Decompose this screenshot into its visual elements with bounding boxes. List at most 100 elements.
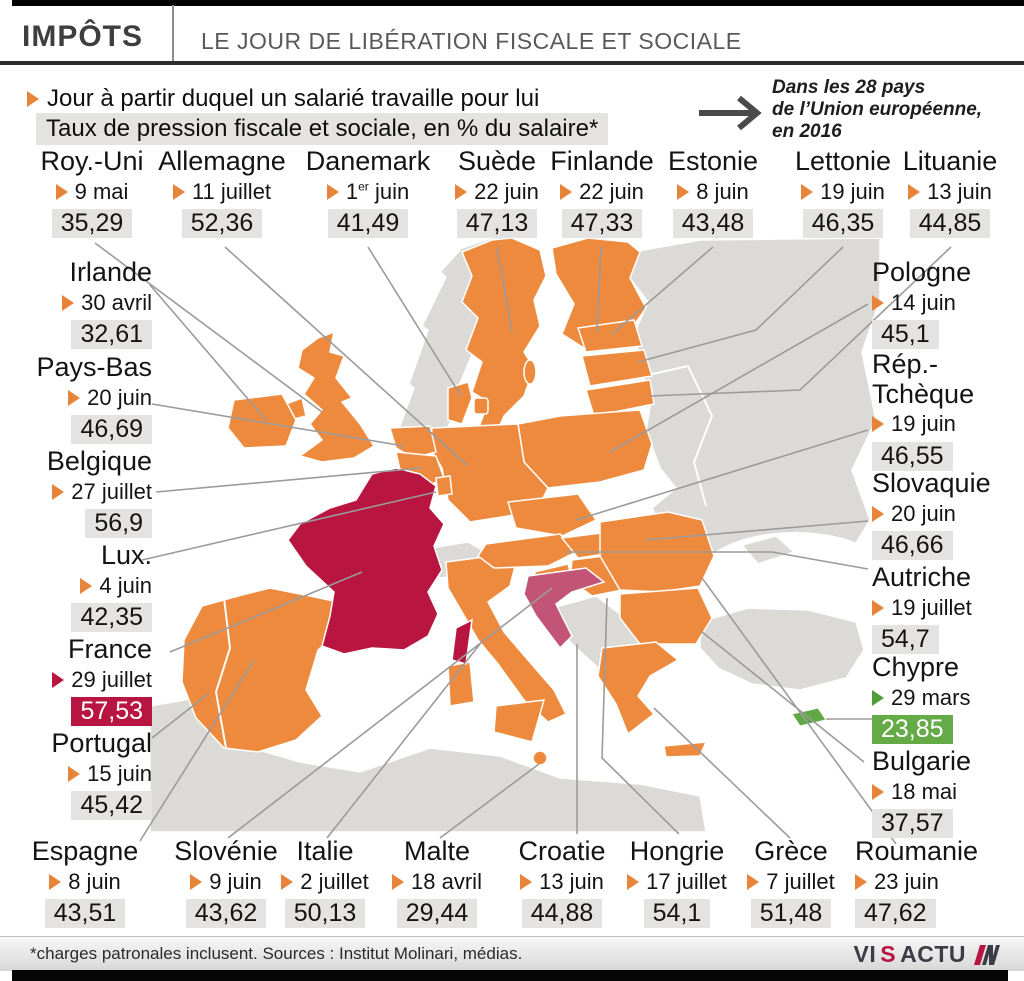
country-value-badge: 46,35 xyxy=(802,208,884,239)
map-non-eu-land xyxy=(149,235,895,833)
map-ireland xyxy=(227,393,297,449)
country-name: Chypre xyxy=(872,652,960,682)
country-date-text: 14 juin xyxy=(891,289,956,315)
country-value-badge: 43,48 xyxy=(672,208,754,239)
country-date-text: 13 juin xyxy=(927,178,992,204)
triangle-right-icon xyxy=(455,183,468,200)
country-date: 19 juin xyxy=(766,179,920,204)
triangle-right-icon xyxy=(281,873,294,890)
map-iberia xyxy=(181,587,345,753)
country-date: 30 avril xyxy=(0,290,152,315)
country-value-badge: 56,9 xyxy=(85,508,152,539)
visactu-logo-mark xyxy=(974,944,1000,965)
country-date: 27 juillet xyxy=(0,478,152,504)
country-label-espagne: Espagne 8 juin 43,51 xyxy=(10,836,160,929)
country-value-badge: 44,85 xyxy=(909,208,991,239)
country-date: 1er juin xyxy=(292,179,444,204)
country-name: Roumanie xyxy=(855,836,979,866)
country-date-text: 20 juin xyxy=(87,384,152,410)
country-date-text: 13 juin xyxy=(539,868,604,894)
country-label-pologne: Pologne 14 juin 45,1 xyxy=(872,257,1024,350)
intro-line1-text: Jour à partir duquel un salarié travaill… xyxy=(47,85,540,112)
map-finland xyxy=(551,237,647,353)
country-label-allemagne: Allemagne 11 juillet 52,36 xyxy=(146,146,298,239)
triangle-right-icon xyxy=(872,689,884,706)
map-crimea xyxy=(740,535,796,565)
country-date-text: 20 juin xyxy=(891,500,956,526)
country-label-rep-tcheque: Rép.- Tchèque 19 juin 46,55 xyxy=(872,349,1024,472)
country-value-badge: 23,85 xyxy=(872,714,953,745)
map-belgium xyxy=(395,451,445,491)
map-crete xyxy=(663,741,708,758)
visactu-logo-text: ACTU xyxy=(900,941,966,967)
country-label-croatie: Croatie 13 juin 44,88 xyxy=(487,836,637,929)
map-north-africa xyxy=(149,697,707,833)
map-greece xyxy=(597,641,680,736)
map-norway xyxy=(395,235,512,437)
country-name: Croatie xyxy=(518,836,606,866)
map-slovenia xyxy=(532,563,575,589)
header-rule xyxy=(0,61,1024,65)
map-uk xyxy=(297,330,376,463)
country-value-badge: 45,1 xyxy=(872,319,939,350)
country-date: 9 mai xyxy=(17,179,167,204)
country-label-suede: Suède 22 juin 47,13 xyxy=(420,146,574,239)
country-date: 8 juin xyxy=(10,869,160,894)
country-date: 11 juillet xyxy=(146,179,298,204)
country-value-badge: 54,7 xyxy=(872,624,939,655)
country-date: 19 juin xyxy=(872,412,1024,436)
country-label-portugal: Portugal 15 juin 45,42 xyxy=(0,728,152,821)
map-turkey xyxy=(699,607,865,691)
map-sweden xyxy=(461,237,547,435)
country-date-text: 7 juillet xyxy=(766,868,835,894)
map-malta xyxy=(532,750,548,766)
country-name: Pologne xyxy=(872,257,972,287)
page-title: LE JOUR DE LIBÉRATION FISCALE ET SOCIALE xyxy=(201,28,742,54)
country-name: Suède xyxy=(457,146,537,176)
country-name: Irlande xyxy=(69,257,152,287)
arrow-right-icon xyxy=(699,95,762,131)
triangle-right-icon xyxy=(392,873,405,890)
country-date: 20 juin xyxy=(0,384,152,410)
country-name: Grèce xyxy=(754,836,828,866)
country-name: Italie xyxy=(296,836,354,866)
country-name: Hongrie xyxy=(629,836,725,866)
country-name: Allemagne xyxy=(158,146,286,176)
map-hungary xyxy=(569,549,663,597)
country-name: Espagne xyxy=(31,836,139,866)
triangle-right-icon xyxy=(855,873,867,890)
country-name: Bulgarie xyxy=(872,746,972,776)
map-czech xyxy=(507,493,598,537)
map-bulgaria xyxy=(619,587,713,645)
scope-note-line2: de l’Union européenne, xyxy=(772,99,983,120)
triangle-right-icon xyxy=(801,183,814,200)
country-date-text: 27 juillet xyxy=(71,478,152,504)
leader-lines xyxy=(94,242,952,845)
country-date-text: 22 juin xyxy=(474,178,539,204)
map-slovakia xyxy=(560,527,650,559)
triangle-right-icon xyxy=(49,873,62,890)
country-date: 2 juillet xyxy=(250,869,400,894)
map-west-balkans xyxy=(551,595,659,689)
country-date: 23 juin xyxy=(855,869,1024,894)
triangle-right-icon xyxy=(326,183,339,200)
triangle-right-icon xyxy=(560,183,573,200)
black-sea xyxy=(695,532,895,632)
country-label-danemark: Danemark 1er juin 41,49 xyxy=(292,146,444,239)
country-date-text: 15 juin xyxy=(87,760,152,786)
visactu-logo-text: VI xyxy=(853,941,877,967)
country-label-lituanie: Lituanie 13 juin 44,85 xyxy=(876,146,1024,239)
country-date: 18 mai xyxy=(872,778,1024,804)
map-luxembourg xyxy=(435,475,453,497)
map-romania xyxy=(599,511,715,593)
country-label-finlande: Finlande 22 juin 47,33 xyxy=(526,146,678,239)
country-label-hongrie: Hongrie 17 juillet 54,1 xyxy=(602,836,752,929)
country-date: 22 juin xyxy=(526,179,678,204)
country-date: 19 juillet xyxy=(872,595,1024,620)
map-eu-countries xyxy=(181,237,715,766)
country-date: 4 juin xyxy=(0,573,152,598)
country-label-grece: Grèce 7 juillet 51,48 xyxy=(716,836,866,929)
country-date-text: 29 mars xyxy=(891,684,971,710)
country-date-text: 18 mai xyxy=(891,778,958,804)
scope-note-line1: Dans les 28 pays xyxy=(772,77,926,98)
